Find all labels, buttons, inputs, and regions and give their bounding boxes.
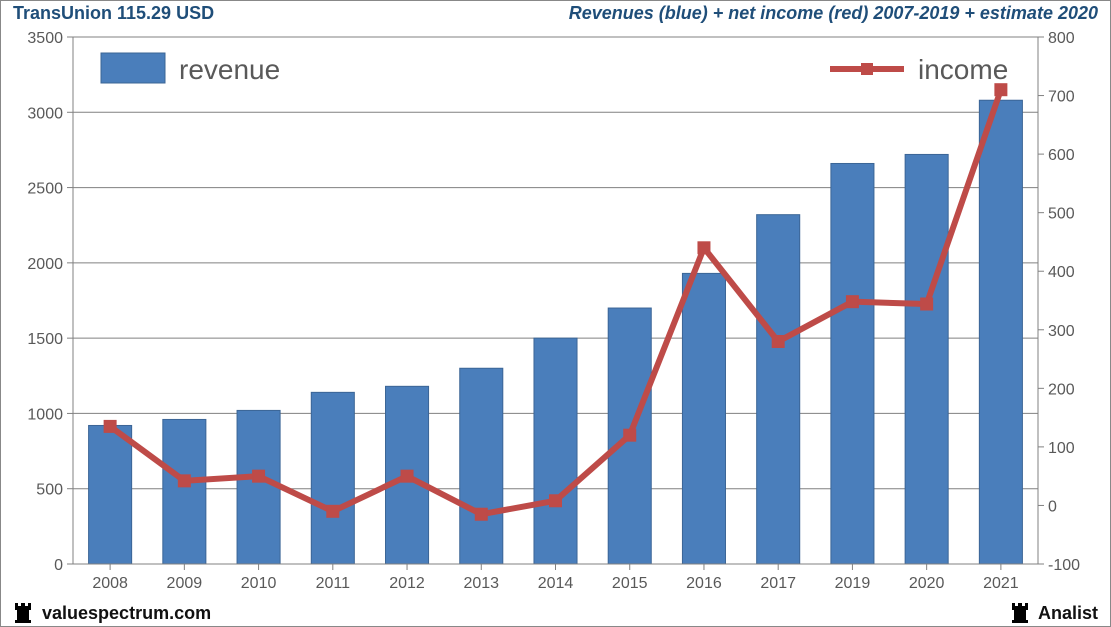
- revenue-bar: [311, 392, 354, 564]
- y-left-tick-label: 3500: [27, 31, 63, 47]
- revenue-bar: [905, 154, 948, 564]
- y-left-tick-label: 3000: [27, 105, 63, 122]
- y-right-tick-label: 400: [1048, 264, 1075, 281]
- x-tick-label: 2012: [389, 575, 425, 592]
- income-marker: [401, 470, 413, 482]
- footer-right: Analist: [1010, 601, 1098, 624]
- y-left-tick-label: 1500: [27, 331, 63, 348]
- revenue-bar: [89, 425, 132, 564]
- x-tick-label: 2009: [167, 575, 203, 592]
- legend-income-marker: [861, 63, 873, 75]
- y-left-tick-label: 2500: [27, 181, 63, 198]
- header-right-subtitle: Revenues (blue) + net income (red) 2007-…: [569, 3, 1098, 24]
- y-right-tick-label: 700: [1048, 89, 1075, 106]
- footer-left-text: valuespectrum.com: [42, 603, 211, 623]
- income-marker: [846, 296, 858, 308]
- x-tick-label: 2017: [760, 575, 796, 592]
- chart-header: TransUnion 115.29 USD Revenues (blue) + …: [1, 1, 1110, 29]
- income-marker: [550, 495, 562, 507]
- footer-left: valuespectrum.com: [13, 601, 211, 624]
- chart-footer: valuespectrum.com Analist: [1, 598, 1110, 626]
- x-tick-label: 2015: [612, 575, 648, 592]
- income-marker: [624, 429, 636, 441]
- x-tick-label: 2011: [316, 575, 351, 592]
- income-marker: [698, 242, 710, 254]
- legend-revenue-swatch: [101, 53, 165, 83]
- revenue-bar: [534, 338, 577, 564]
- y-right-tick-label: 200: [1048, 381, 1075, 398]
- header-left-title: TransUnion 115.29 USD: [13, 3, 214, 24]
- y-right-tick-label: -100: [1048, 557, 1080, 574]
- income-marker: [253, 470, 265, 482]
- chart-container: 0 500 1000 1500 2000 2500 3000 3500 -100 0 100 200 3…: [11, 31, 1100, 596]
- revenue-bar: [757, 215, 800, 564]
- x-tick-label: 2019: [835, 575, 871, 592]
- y-left-tick-label: 1000: [27, 406, 63, 423]
- income-marker: [178, 475, 190, 487]
- revenue-bar: [237, 410, 280, 564]
- x-tick-label: 2013: [463, 575, 499, 592]
- income-marker: [104, 420, 116, 432]
- y-right-tick-label: 800: [1048, 31, 1075, 47]
- rook-icon: [1010, 601, 1030, 623]
- revenue-bar: [163, 419, 206, 564]
- income-marker: [921, 298, 933, 310]
- income-marker: [772, 335, 784, 347]
- x-tick-label: 2021: [983, 575, 1019, 592]
- income-marker: [475, 508, 487, 520]
- x-tick-label: 2010: [241, 575, 277, 592]
- legend-income-label: income: [918, 54, 1008, 85]
- y-left-tick-label: 0: [54, 557, 63, 574]
- revenue-bar: [831, 163, 874, 564]
- y-right-tick-label: 600: [1048, 147, 1075, 164]
- y-left-tick-label: 2000: [27, 256, 63, 273]
- x-tick-label: 2008: [92, 575, 128, 592]
- revenue-bar: [460, 368, 503, 564]
- y-left-tick-label: 500: [36, 482, 63, 499]
- legend-revenue-label: revenue: [179, 54, 280, 85]
- x-tick-label: 2014: [538, 575, 574, 592]
- x-tick-label: 2020: [909, 575, 945, 592]
- y-right-tick-label: 300: [1048, 323, 1075, 340]
- chart-svg: 0 500 1000 1500 2000 2500 3000 3500 -100 0 100 200 3…: [11, 31, 1100, 596]
- revenue-bar: [979, 100, 1022, 564]
- x-tick-label: 2016: [686, 575, 722, 592]
- revenue-bar: [682, 273, 725, 564]
- income-marker: [995, 84, 1007, 96]
- footer-right-text: Analist: [1038, 603, 1098, 623]
- y-right-tick-label: 0: [1048, 498, 1057, 515]
- y-right-tick-label: 100: [1048, 440, 1075, 457]
- income-marker: [327, 505, 339, 517]
- y-right-tick-label: 500: [1048, 206, 1075, 223]
- rook-icon: [13, 601, 33, 623]
